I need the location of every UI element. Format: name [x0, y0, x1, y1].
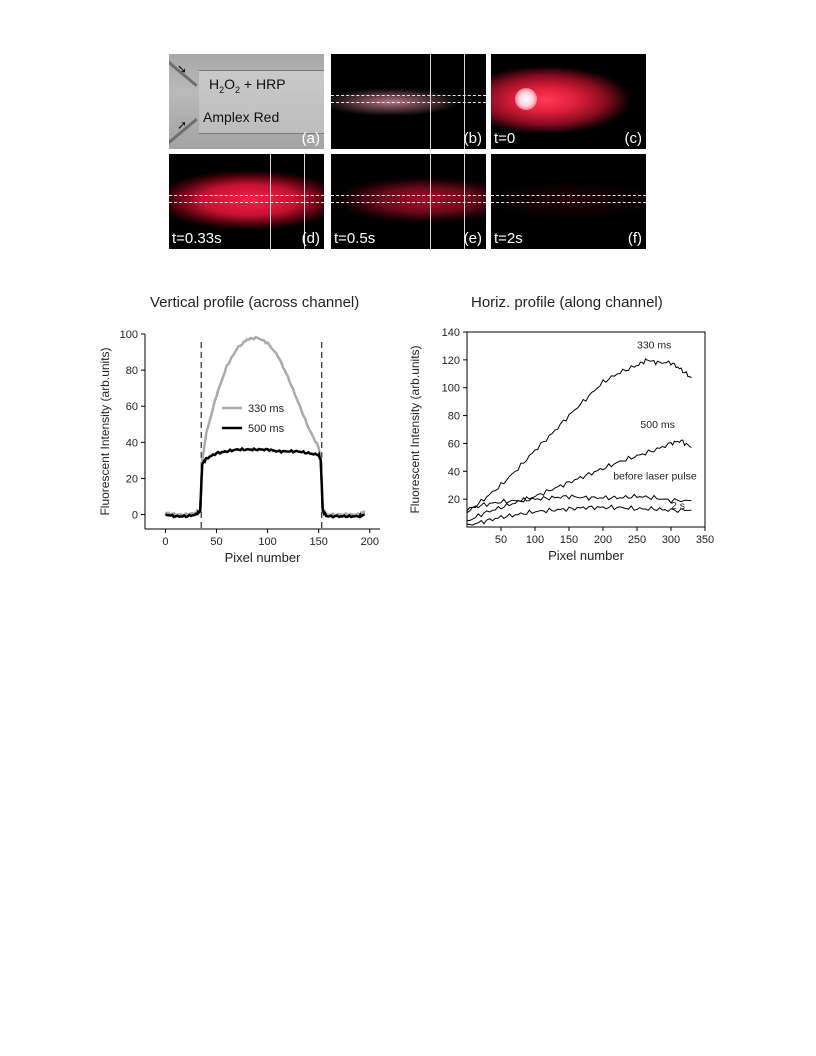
roi-dashed-line — [169, 195, 324, 196]
vertical-profile-chart: 0 50 100 150 200 0 20 40 60 80 100 Pixel number Fluo… — [98, 329, 380, 565]
x-tick-label: 300 — [662, 534, 680, 546]
microchannel — [199, 70, 324, 134]
y-tick-label: 100 — [442, 383, 460, 395]
x-tick-label: 100 — [258, 536, 276, 548]
chart-title-horizontal: Horiz. profile (along channel) — [471, 294, 663, 311]
roi-vline — [464, 54, 465, 149]
panel-label-f: (f) — [627, 230, 642, 247]
roi-vline — [464, 154, 465, 249]
y-tick-label: 20 — [448, 494, 460, 506]
arrow-top-icon: ➘ — [177, 62, 188, 76]
reagent-label-bottom: Amplex Red — [203, 109, 280, 125]
roi-dashed-line — [331, 195, 486, 196]
x-tick-label: 200 — [361, 536, 379, 548]
y-tick-label: 60 — [448, 438, 460, 450]
roi-dashed-line — [331, 202, 486, 203]
series-line-2 — [466, 493, 692, 512]
plot-frame — [466, 331, 706, 528]
y-tick-label: 60 — [126, 401, 138, 413]
roi-vline — [304, 154, 305, 249]
panel-label-a: (a) — [301, 130, 320, 147]
horizontal-profile-chart: 50 100 150 200 250 300 350 20 40 60 80 100 120 140 Pix… — [408, 327, 714, 563]
panel-a-brightfield: ➘ ➚ H2O2 + HRP Amplex Red (a) — [169, 54, 324, 149]
roi-vline — [270, 154, 271, 249]
roi-dashed-line — [491, 195, 646, 196]
y-tick-label: 20 — [126, 473, 138, 485]
panel-f: t=2s (f) — [491, 154, 646, 249]
roi-dashed-line — [491, 202, 646, 203]
legend-entry: 330 ms — [248, 403, 285, 415]
y-axis-label: Fluorescent Intensity (arb.units) — [98, 347, 112, 515]
y-tick-label: 140 — [442, 327, 460, 339]
x-tick-label: 0 — [162, 536, 168, 548]
roi-dashed-line — [331, 102, 486, 103]
reagent-label-top: H2O2 + HRP — [209, 76, 286, 95]
x-axis-label: Pixel number — [548, 548, 625, 563]
y-tick-label: 80 — [448, 411, 460, 423]
series-line-3 — [466, 504, 692, 526]
panel-label-b: (b) — [463, 130, 482, 147]
series-annotation: 330 ms — [637, 340, 671, 352]
series-annotation: 2 s — [671, 500, 685, 512]
panel-e: t=0.5s (e) — [331, 154, 486, 249]
x-tick-label: 100 — [526, 534, 544, 546]
x-tick-label: 150 — [560, 534, 578, 546]
roi-vline — [430, 54, 431, 149]
y-tick-label: 0 — [132, 510, 138, 522]
laser-spot — [515, 88, 537, 110]
chart-title-vertical: Vertical profile (across channel) — [150, 294, 360, 311]
series-annotation: before laser pulse — [613, 471, 697, 483]
roi-vline — [430, 154, 431, 249]
arrow-bottom-icon: ➚ — [177, 118, 188, 132]
panel-b: (b) — [331, 54, 486, 149]
x-tick-label: 50 — [495, 534, 507, 546]
time-label-d: t=0.33s — [172, 230, 222, 247]
panel-c: t=0 (c) — [491, 54, 646, 149]
x-tick-label: 350 — [696, 534, 714, 546]
time-label-c: t=0 — [494, 130, 516, 147]
y-tick-label: 40 — [448, 466, 460, 478]
time-label-e: t=0.5s — [334, 230, 376, 247]
y-tick-label: 120 — [442, 355, 460, 367]
time-label-f: t=2s — [494, 230, 523, 247]
panel-label-d: (d) — [301, 230, 320, 247]
panel-d: t=0.33s (d) — [169, 154, 324, 249]
x-tick-label: 50 — [210, 536, 222, 548]
panel-label-c: (c) — [624, 130, 643, 147]
panel-label-e: (e) — [463, 230, 482, 247]
x-axis-label: Pixel number — [225, 550, 302, 565]
x-tick-label: 150 — [310, 536, 328, 548]
legend-entry: 500 ms — [248, 423, 285, 435]
y-tick-label: 100 — [120, 329, 138, 341]
y-axis-label: Fluorescent Intensity (arb.units) — [408, 345, 422, 513]
series-line-1 — [164, 446, 365, 519]
series-annotation: 500 ms — [640, 419, 674, 431]
x-tick-label: 250 — [628, 534, 646, 546]
roi-dashed-line — [169, 202, 324, 203]
roi-dashed-line — [331, 95, 486, 96]
x-tick-label: 200 — [594, 534, 612, 546]
y-tick-label: 80 — [126, 365, 138, 377]
series-line-0 — [466, 357, 692, 514]
y-tick-label: 40 — [126, 437, 138, 449]
